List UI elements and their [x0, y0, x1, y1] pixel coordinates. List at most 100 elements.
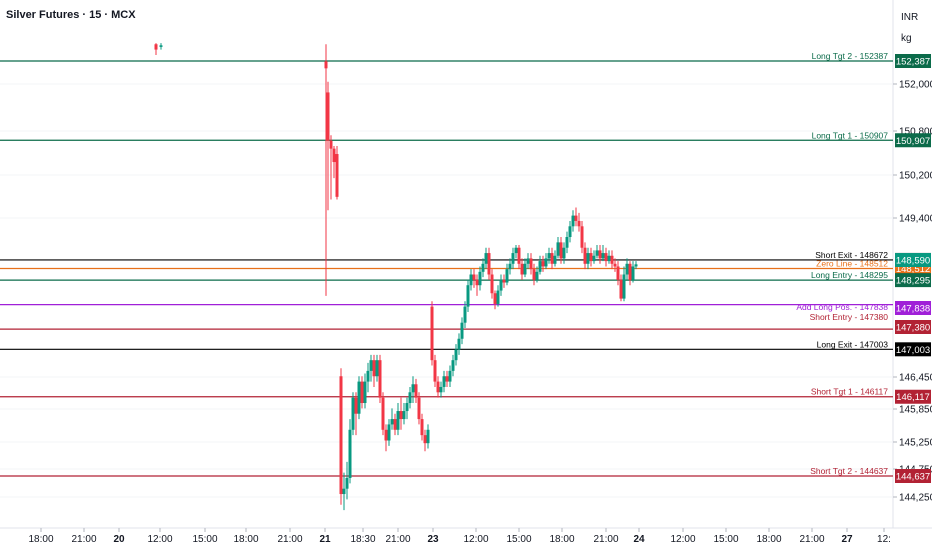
x-tick-label: 12:00	[463, 534, 488, 545]
candle-body	[535, 271, 539, 280]
candle-body	[448, 370, 452, 382]
candle-body	[329, 140, 333, 149]
candle-body	[559, 242, 563, 259]
candle-body	[351, 397, 355, 430]
candle-body	[423, 435, 427, 444]
candle-body	[324, 61, 328, 69]
candle-body	[529, 258, 533, 270]
x-tick-label: 21:00	[277, 534, 302, 545]
candle-body	[460, 322, 464, 339]
candle-body	[493, 293, 497, 304]
candle-body	[466, 285, 470, 307]
level-badge-value: 147,380	[896, 323, 930, 334]
currency-unit[interactable]: INR	[901, 12, 919, 23]
x-tick-label: 12:00	[147, 534, 172, 545]
candle-body	[550, 253, 554, 264]
candle-body	[484, 253, 488, 264]
candle-body	[345, 477, 349, 489]
x-tick-label: 21:00	[71, 534, 96, 545]
candle-body	[502, 279, 506, 283]
candle-body	[387, 424, 391, 441]
candle-body	[481, 263, 485, 272]
candle-body	[478, 271, 482, 286]
candle-body	[619, 279, 623, 299]
candle-body	[634, 264, 638, 267]
candle-body	[475, 279, 479, 286]
candle-body	[610, 255, 614, 264]
candle-body	[457, 338, 461, 350]
y-tick-label: 150,800	[899, 127, 932, 138]
candle-body	[604, 253, 608, 262]
candle-body	[580, 226, 584, 248]
level-label: Add Long Pos. - 147838	[796, 302, 888, 312]
candle-body	[399, 411, 403, 420]
level-badge	[895, 469, 931, 483]
candle-body	[628, 263, 632, 280]
level-label: Short Tgt 1 - 146117	[811, 387, 888, 397]
x-tick-label: 12:	[877, 534, 891, 545]
level-badge-value: 144,637	[896, 472, 930, 483]
candle-body	[454, 349, 458, 361]
y-tick-label: 145,850	[899, 405, 932, 416]
candle-body	[616, 266, 620, 280]
level-badge-value: 146,117	[896, 392, 930, 403]
candle-body	[544, 258, 548, 267]
candle-body	[436, 381, 440, 393]
candle-body	[574, 215, 578, 221]
candle-body	[496, 290, 500, 304]
candle-body	[372, 360, 376, 377]
level-badge	[895, 389, 931, 404]
x-axis[interactable]: 18:00 21:00 20 12:00 15:00 18:00 21:00 21 18:30 2…	[28, 528, 891, 545]
candle-body	[363, 381, 367, 404]
candle-body	[326, 92, 330, 141]
level-badge	[895, 342, 931, 357]
candle-body	[414, 384, 418, 398]
candle-body	[499, 279, 503, 291]
x-tick-label: 18:00	[28, 534, 53, 545]
candle-body	[625, 263, 629, 275]
grid	[0, 0, 932, 529]
level-label: Long Exit - 147003	[817, 339, 889, 349]
candle-body	[508, 263, 512, 270]
chart-title[interactable]: Silver Futures · 15 · MCX	[6, 9, 136, 21]
x-tick-label: 21	[319, 534, 331, 545]
candle-body	[430, 306, 434, 361]
y-tick-label: 152,000	[899, 80, 932, 91]
candle-body	[396, 411, 400, 430]
x-tick-label: 23	[427, 534, 439, 545]
candle-body	[556, 242, 560, 256]
x-tick-label: 15:00	[506, 534, 531, 545]
candle-body	[357, 381, 361, 414]
level-label: Long Tgt 1 - 150907	[812, 130, 889, 140]
level-badge	[895, 133, 931, 148]
level-label: Zero Line - 148512	[816, 259, 888, 269]
measure-unit[interactable]: kg	[901, 33, 912, 44]
y-tick-label: 150,200	[899, 171, 932, 182]
candle-body	[381, 397, 385, 430]
x-tick-label: 20	[113, 534, 125, 545]
candle-body	[505, 269, 509, 283]
candle-body	[577, 220, 581, 227]
candle-body	[390, 419, 394, 425]
candle-body	[565, 237, 569, 248]
level-badge	[895, 54, 931, 68]
candle-body	[405, 403, 409, 412]
x-tick-label: 21:00	[593, 534, 618, 545]
candle-body	[526, 258, 530, 264]
candle-body	[601, 253, 605, 259]
candle-body	[417, 397, 421, 420]
candle-body	[408, 392, 412, 404]
candle-body	[426, 429, 430, 444]
candle-body	[571, 215, 575, 227]
candle-body	[511, 253, 515, 264]
level-label: Long Tgt 2 - 152387	[812, 51, 889, 61]
x-tick-label: 18:30	[350, 534, 375, 545]
level-label: Long Entry - 148295	[811, 270, 888, 280]
x-tick-label: 18:00	[756, 534, 781, 545]
level-label: Short Exit - 148672	[815, 250, 888, 260]
x-tick-label: 24	[633, 534, 645, 545]
x-tick-label: 15:00	[713, 534, 738, 545]
level-badge-value: 152,387	[896, 57, 930, 68]
candle-body	[378, 360, 382, 398]
